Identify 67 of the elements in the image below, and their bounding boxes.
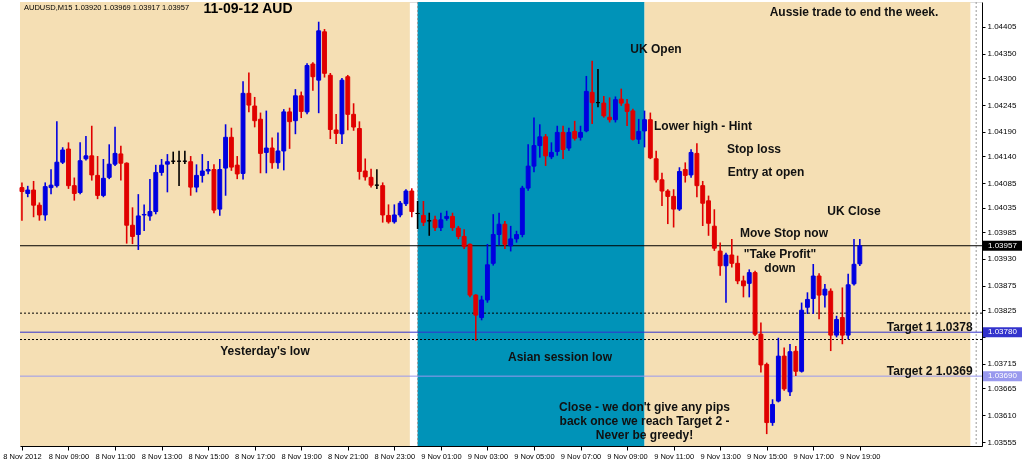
candlestick — [310, 62, 316, 91]
ref-line-label: 1.03957 — [988, 240, 1018, 250]
annotation: UK Close — [827, 204, 881, 218]
y-tick-label: 1.04190 — [987, 127, 1017, 137]
annotation: "Take Profit" down — [743, 247, 817, 275]
candlestick — [816, 273, 822, 320]
y-tick-label: 1.03555 — [987, 437, 1017, 447]
candlestick — [298, 91, 304, 119]
candlestick — [409, 188, 415, 218]
y-tick-label: 1.03985 — [987, 227, 1017, 237]
candlestick — [543, 134, 549, 166]
ref-line-label: 1.03690 — [988, 371, 1018, 381]
candlestick — [810, 263, 816, 314]
annotation: Lower high - Hint — [654, 119, 752, 133]
y-tick-label: 1.03665 — [987, 383, 1017, 393]
candlestick — [746, 269, 752, 298]
annotation: Asian session low — [507, 350, 613, 364]
candlestick — [834, 315, 839, 338]
candlestick — [612, 96, 618, 123]
candlestick — [566, 127, 572, 151]
candlestick — [851, 239, 857, 286]
candlestick — [601, 95, 607, 118]
candlestick — [554, 125, 560, 156]
y-tick-label: 1.03610 — [987, 410, 1017, 420]
candlestick — [805, 292, 810, 314]
y-tick-label: 1.03825 — [987, 305, 1017, 315]
candlestick — [19, 182, 25, 221]
annotation: Aussie trade to end the week. — [769, 5, 939, 19]
candlestick — [263, 110, 269, 174]
y-tick-label: 1.03930 — [987, 254, 1017, 264]
y-tick-label: 1.04035 — [987, 203, 1017, 213]
candlestick — [822, 284, 828, 308]
chart-title: 11-09-12 AUD — [203, 0, 293, 16]
y-tick-label: 1.04350 — [987, 49, 1017, 59]
y-tick-label: 1.04140 — [987, 151, 1017, 161]
candlestick — [607, 97, 613, 123]
candlestick — [589, 60, 595, 124]
y-tick-label: 1.03875 — [987, 281, 1017, 291]
annotation: Move Stop now — [740, 226, 829, 240]
candlestick — [287, 107, 293, 149]
candlestick — [100, 158, 106, 198]
candlestick — [839, 287, 845, 345]
annotation: Yesterday's low — [220, 344, 311, 358]
candlestick — [682, 162, 688, 183]
annotation: Stop loss — [726, 142, 782, 156]
candlestick — [711, 209, 717, 251]
candlestick — [572, 120, 578, 141]
candlestick — [560, 125, 566, 160]
y-tick-label: 1.04405 — [987, 22, 1017, 32]
y-tick-label: 1.04085 — [987, 178, 1017, 188]
candlestick — [723, 252, 729, 303]
candlestick — [83, 136, 89, 161]
ref-line-label: 1.03780 — [988, 327, 1018, 337]
candlestick — [793, 346, 799, 376]
y-tick-label: 1.04300 — [987, 73, 1017, 83]
annotation: Target 2 1.0369 — [886, 364, 973, 379]
candlestick — [420, 200, 426, 227]
annotation: Target 1 1.0378 — [886, 319, 973, 334]
candlestick — [770, 399, 775, 426]
candlestick — [717, 242, 723, 276]
y-tick-label: 1.03715 — [987, 359, 1017, 369]
candlestick — [857, 239, 863, 267]
candlestick — [688, 149, 694, 178]
candlestick — [502, 221, 508, 249]
annotation: Entry at open — [727, 165, 805, 179]
candlestick — [269, 137, 275, 169]
y-tick-label: 1.04245 — [987, 100, 1017, 110]
